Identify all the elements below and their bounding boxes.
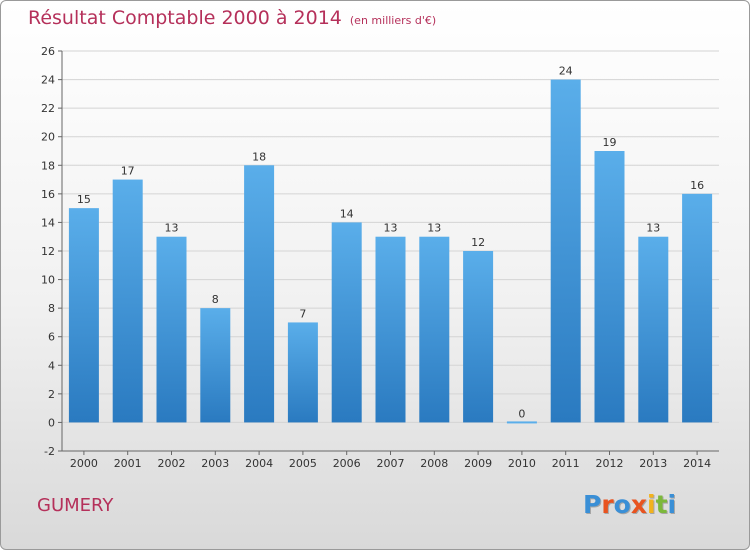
bar-value-label: 15: [77, 193, 91, 206]
y-tick-label: 2: [48, 388, 55, 401]
x-tick-label: 2007: [377, 457, 405, 470]
bar: [419, 236, 450, 423]
x-tick-label: 2010: [508, 457, 536, 470]
bar: [200, 308, 231, 423]
y-tick-label: 4: [48, 359, 55, 372]
bar: [594, 151, 625, 423]
logo-letter: o: [613, 490, 631, 519]
logo-letter: i: [647, 490, 656, 519]
bar-value-label: 14: [340, 207, 354, 220]
y-tick-label: 0: [48, 416, 55, 429]
y-tick-label: 18: [41, 159, 55, 172]
bar: [156, 236, 187, 423]
bar: [638, 236, 669, 423]
bar-value-label: 13: [165, 222, 179, 235]
bar-value-label: 24: [559, 65, 573, 78]
bar: [244, 165, 275, 423]
logo-letter: r: [601, 490, 614, 519]
bar: [463, 251, 494, 423]
x-tick-label: 2013: [639, 457, 667, 470]
bar: [682, 193, 713, 423]
chart-title: Résultat Comptable 2000 à 2014 (en millie…: [28, 7, 436, 29]
bar-value-label: 12: [471, 236, 485, 249]
bar: [287, 322, 318, 423]
bar-value-label: 17: [121, 165, 135, 178]
y-tick-label: 20: [41, 131, 55, 144]
commune-name: GUMERY: [37, 495, 114, 516]
bar-value-label: 13: [646, 222, 660, 235]
logo-letter: i: [667, 490, 677, 519]
x-tick-label: 2004: [245, 457, 273, 470]
y-tick-label: 14: [41, 216, 55, 229]
y-tick-label: 26: [41, 45, 55, 58]
y-tick-label: 10: [41, 274, 55, 287]
y-tick-label: 24: [41, 74, 55, 87]
logo-letter: P: [583, 490, 602, 519]
logo-letter: x: [630, 490, 647, 519]
x-tick-label: 2000: [70, 457, 98, 470]
bar-value-label: 18: [252, 150, 266, 163]
x-tick-label: 2005: [289, 457, 317, 470]
y-tick-label: 6: [48, 331, 55, 344]
bar-value-label: 13: [427, 222, 441, 235]
chart-unit: (en milliers d'€): [349, 14, 437, 27]
y-tick-label: 22: [41, 102, 55, 115]
bar: [68, 208, 99, 423]
x-tick-label: 2009: [464, 457, 492, 470]
bar: [112, 179, 143, 423]
proxiti-logo: Proxiti: [583, 490, 676, 519]
y-tick-label: 8: [48, 302, 55, 315]
x-tick-label: 2008: [420, 457, 448, 470]
chart-title-text: Résultat Comptable 2000 à 2014: [28, 7, 342, 29]
y-tick-label: 12: [41, 245, 55, 258]
bar-value-label: 8: [212, 293, 219, 306]
bar: [506, 421, 537, 424]
x-tick-label: 2001: [114, 457, 142, 470]
bar-value-label: 16: [690, 179, 704, 192]
bar-value-label: 7: [299, 307, 306, 320]
y-tick-label: 16: [41, 188, 55, 201]
bar: [550, 79, 581, 423]
x-tick-label: 2014: [683, 457, 711, 470]
bar: [375, 236, 406, 423]
logo-letter: t: [655, 490, 668, 519]
bar-value-label: 13: [384, 222, 398, 235]
x-tick-label: 2003: [201, 457, 229, 470]
bar: [331, 222, 362, 423]
y-tick-label: -2: [44, 445, 55, 458]
x-tick-label: 2002: [158, 457, 186, 470]
x-tick-label: 2011: [552, 457, 580, 470]
bar-value-label: 0: [518, 407, 525, 420]
x-tick-label: 2006: [333, 457, 361, 470]
bar-value-label: 19: [603, 136, 617, 149]
x-tick-label: 2012: [596, 457, 624, 470]
